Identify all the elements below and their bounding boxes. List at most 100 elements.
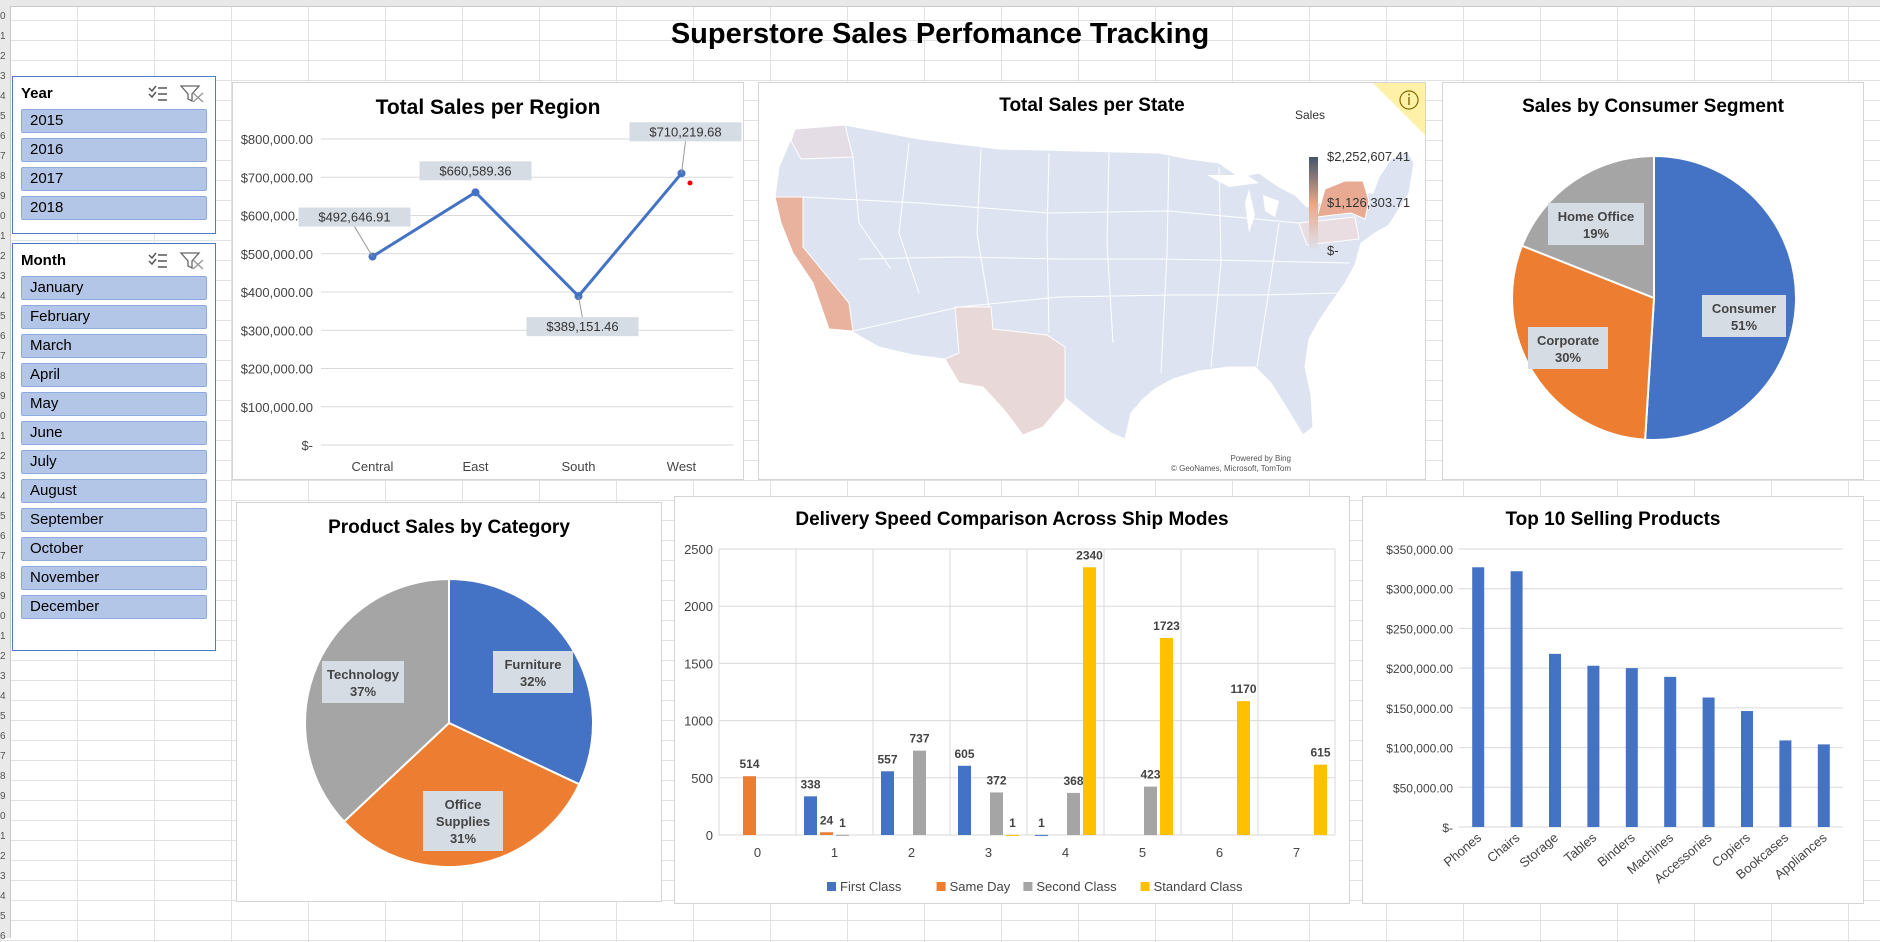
data-label-box xyxy=(419,161,532,181)
x-tick-label: 4 xyxy=(1062,845,1069,860)
state-new-york xyxy=(1316,180,1370,220)
month-slicer-item[interactable]: December xyxy=(21,595,207,619)
data-label-box xyxy=(526,317,639,337)
bar[interactable] xyxy=(836,834,849,836)
bar[interactable] xyxy=(1160,637,1173,835)
bar-value-label: 372 xyxy=(986,773,1006,787)
bar[interactable] xyxy=(1314,764,1327,835)
row-number: 2 xyxy=(0,452,6,462)
multi-select-icon[interactable] xyxy=(148,252,167,268)
bar[interactable] xyxy=(881,771,894,835)
bar[interactable] xyxy=(913,750,926,835)
state-map-chart[interactable]: Total Sales per State xyxy=(758,82,1426,480)
bar[interactable] xyxy=(820,832,833,835)
data-label: $660,589.36 xyxy=(439,163,511,178)
y-tick-label: 2000 xyxy=(684,599,713,614)
year-slicer-item[interactable]: 2017 xyxy=(21,167,207,191)
bar[interactable] xyxy=(804,796,817,835)
bar[interactable] xyxy=(1510,571,1523,827)
label-leader xyxy=(578,296,583,319)
y-tick-label: $150,000.00 xyxy=(1386,702,1453,716)
bar[interactable] xyxy=(1587,665,1600,827)
row-number: 6 xyxy=(0,732,6,742)
year-slicer-item[interactable]: 2015 xyxy=(21,109,207,133)
bar[interactable] xyxy=(1067,792,1080,835)
month-slicer-item[interactable]: January xyxy=(21,276,207,300)
month-slicer-item[interactable]: April xyxy=(21,363,207,387)
year-slicer-item[interactable]: 2016 xyxy=(21,138,207,162)
row-number: 5 xyxy=(0,712,6,722)
bar[interactable] xyxy=(1817,744,1830,827)
bar[interactable] xyxy=(990,792,1003,835)
bar-value-label: 514 xyxy=(739,757,759,771)
row-number: 0 xyxy=(0,212,6,222)
month-slicer-item[interactable]: February xyxy=(21,305,207,329)
row-number: 8 xyxy=(0,572,6,582)
lake-michigan xyxy=(1245,189,1255,233)
category-pie-chart[interactable]: Product Sales by Category Furniture 32% Of… xyxy=(236,502,662,902)
bar[interactable] xyxy=(1549,653,1561,827)
month-slicer: Month January February March April May June Ju… xyxy=(12,243,216,651)
month-slicer-item[interactable]: October xyxy=(21,537,207,561)
legend-swatch xyxy=(827,882,836,891)
bar[interactable] xyxy=(1035,834,1048,836)
region-line-chart[interactable]: Total Sales per Region $- $100,000.00 $200… xyxy=(232,82,744,480)
row-number: 2 xyxy=(0,52,6,62)
bar[interactable] xyxy=(958,765,971,835)
info-icon[interactable] xyxy=(1399,90,1419,110)
legend-entry: Standard Class xyxy=(1154,879,1243,894)
bar[interactable] xyxy=(1702,697,1715,827)
pie-label-name: Consumer xyxy=(1712,301,1776,316)
row-number: 1 xyxy=(0,232,6,242)
row-number: 0 xyxy=(0,412,6,422)
top-products-bar-chart[interactable]: Top 10 Selling Products $- $50,000.00 $100… xyxy=(1362,496,1864,904)
bar-value-label: 1 xyxy=(1038,816,1045,830)
bar[interactable] xyxy=(1741,711,1753,827)
month-slicer-item[interactable]: September xyxy=(21,508,207,532)
x-tick-label: West xyxy=(667,459,697,474)
bar[interactable] xyxy=(1083,567,1096,835)
row-number: 8 xyxy=(0,772,6,782)
year-slicer-item[interactable]: 2018 xyxy=(21,196,207,220)
bar-value-label: 1 xyxy=(1009,816,1016,830)
row-number: 4 xyxy=(0,692,6,702)
year-slicer-header: Year xyxy=(21,85,53,102)
bar[interactable] xyxy=(743,776,756,835)
row-number: 4 xyxy=(0,292,6,302)
month-slicer-item[interactable]: August xyxy=(21,479,207,503)
month-slicer-item[interactable]: November xyxy=(21,566,207,590)
bar[interactable] xyxy=(1006,834,1019,836)
bar[interactable] xyxy=(1664,676,1677,827)
pie-label-name: Home Office xyxy=(1558,209,1635,224)
bar-value-label: 737 xyxy=(909,732,929,746)
pie-label-pct: 31% xyxy=(450,831,476,846)
segment-pie-chart[interactable]: Sales by Consumer Segment Consumer 51% Cor… xyxy=(1442,82,1864,480)
bar[interactable] xyxy=(1144,786,1157,835)
category-pie-plot: Furniture 32% Office Supplies 31% Technology 3… xyxy=(304,577,594,868)
bar[interactable] xyxy=(1779,740,1792,827)
month-slicer-item[interactable]: July xyxy=(21,450,207,474)
row-number: 3 xyxy=(0,872,6,882)
clear-filter-icon[interactable] xyxy=(179,252,204,270)
x-tick-label: Tables xyxy=(1561,829,1600,865)
bar[interactable] xyxy=(1472,567,1485,827)
month-slicer-item[interactable]: June xyxy=(21,421,207,445)
bar[interactable] xyxy=(1625,668,1638,827)
pie-label-pct: 32% xyxy=(520,674,546,689)
month-slicer-item[interactable]: March xyxy=(21,334,207,358)
pie-label-pct: 30% xyxy=(1555,350,1581,365)
pie-label-pct: 19% xyxy=(1583,226,1609,241)
clear-filter-icon[interactable] xyxy=(179,85,204,103)
multi-select-icon[interactable] xyxy=(148,85,167,101)
category-chart-title: Product Sales by Category xyxy=(328,517,570,538)
data-point[interactable] xyxy=(471,188,480,197)
row-number: 9 xyxy=(0,792,6,802)
x-tick-label: 0 xyxy=(754,845,761,860)
bar[interactable] xyxy=(1237,701,1250,835)
delivery-bar-chart[interactable]: Delivery Speed Comparison Across Ship Mo… xyxy=(674,496,1350,904)
row-number: 0 xyxy=(0,12,6,22)
row-number: 5 xyxy=(0,112,6,122)
x-tick-label: 2 xyxy=(908,845,915,860)
month-slicer-item[interactable]: May xyxy=(21,392,207,416)
row-number: 9 xyxy=(0,592,6,602)
